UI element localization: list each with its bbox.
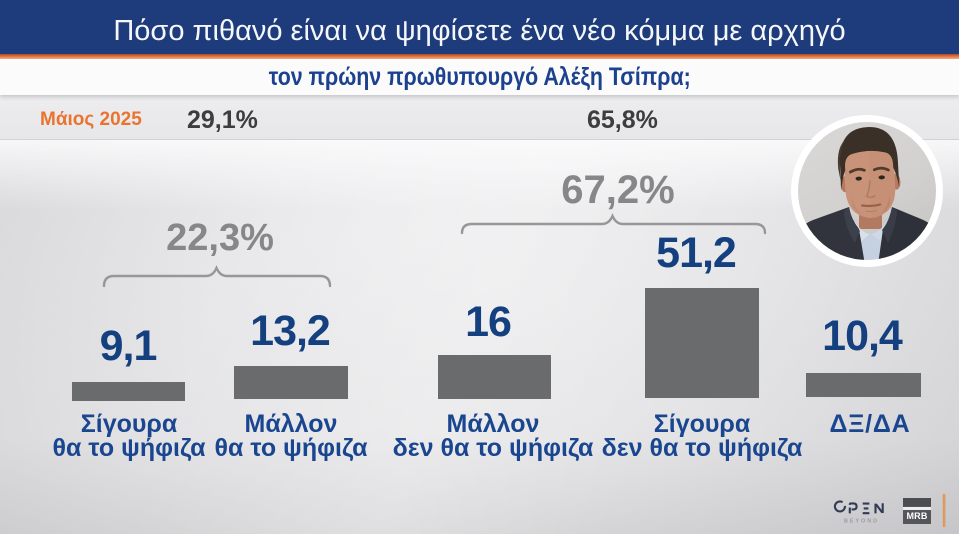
svg-text:BEYOND: BEYOND xyxy=(844,519,879,525)
